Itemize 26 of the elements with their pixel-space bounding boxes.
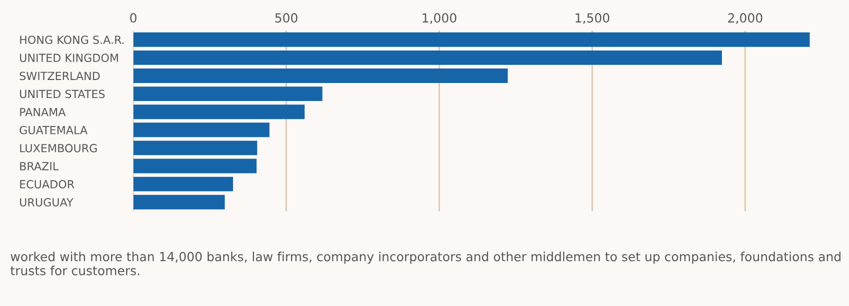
y-tick-label: URUGUAY	[20, 198, 74, 206]
bar	[133, 122, 270, 138]
bar	[133, 68, 508, 83]
y-tick-label: LUXEMBOURG	[20, 144, 97, 152]
y-tick-label: ECUADOR	[20, 180, 74, 188]
x-tick-label: 2,000	[728, 13, 762, 24]
bar	[133, 140, 258, 156]
bar	[133, 32, 810, 47]
y-tick-label: GUATEMALA	[20, 126, 88, 134]
text: worked with more than 14,000 banks, law firms, company incorporators and other middlemen to set up companies, foundations and trusts for customers.	[10, 252, 840, 276]
y-tick-label: UNITED KINGDOM	[20, 54, 118, 62]
y-tick-label: BRAZIL	[20, 162, 59, 170]
x-tick-label: 0	[130, 13, 136, 23]
y-tick-label: UNITED STATES	[20, 90, 105, 98]
bar	[133, 194, 225, 210]
bar	[133, 158, 257, 174]
bar	[133, 86, 322, 102]
y-tick-label: PANAMA	[20, 108, 66, 116]
x-tick-label: 500	[275, 13, 298, 23]
x-tick-label: 1,000	[422, 13, 456, 24]
y-tick-label: HONG KONG S.A.R.	[20, 36, 124, 44]
bar	[133, 104, 305, 120]
y-tick-label: SWITZERLAND	[20, 72, 100, 80]
bar	[133, 176, 234, 192]
x-tick-label: 1,500	[576, 13, 610, 24]
bar	[133, 50, 722, 65]
